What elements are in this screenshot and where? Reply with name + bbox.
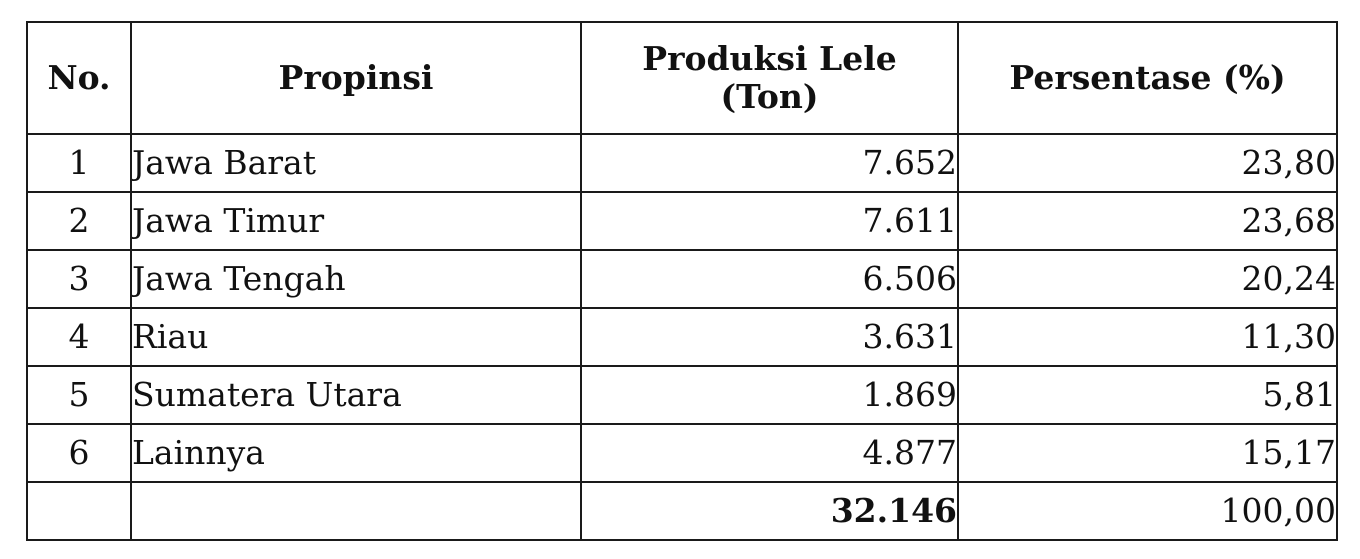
row-number: 5: [26, 365, 132, 425]
row-production: 1.869: [580, 365, 959, 425]
row-province: Jawa Tengah: [130, 249, 582, 309]
total-row: 32.146 100,00: [26, 481, 1338, 541]
total-percentage: 100,00: [957, 481, 1338, 541]
table-row: 6 Lainnya 4.877 15,17: [26, 423, 1338, 483]
table-row: 5 Sumatera Utara 1.869 5,81: [26, 365, 1338, 425]
row-production: 3.631: [580, 307, 959, 367]
row-production: 7.652: [580, 133, 959, 193]
row-province: Riau: [130, 307, 582, 367]
row-percentage: 5,81: [957, 365, 1338, 425]
row-province: Jawa Barat: [130, 133, 582, 193]
total-province: [130, 481, 582, 541]
table-row: 2 Jawa Timur 7.611 23,68: [26, 191, 1338, 251]
row-province: Lainnya: [130, 423, 582, 483]
header-province: Propinsi: [130, 21, 582, 135]
row-percentage: 15,17: [957, 423, 1338, 483]
header-row: No. Propinsi Produksi Lele (Ton) Persent…: [26, 21, 1338, 135]
row-province: Jawa Timur: [130, 191, 582, 251]
row-number: 3: [26, 249, 132, 309]
row-number: 6: [26, 423, 132, 483]
header-production-line2: (Ton): [720, 77, 819, 116]
row-percentage: 23,80: [957, 133, 1338, 193]
table-row: 4 Riau 3.631 11,30: [26, 307, 1338, 367]
row-percentage: 11,30: [957, 307, 1338, 367]
total-production: 32.146: [580, 481, 959, 541]
header-production-line1: Produksi Lele: [642, 39, 897, 79]
header-production: Produksi Lele (Ton): [580, 21, 959, 135]
row-number: 1: [26, 133, 132, 193]
header-percentage: Persentase (%): [957, 21, 1338, 135]
header-no: No.: [26, 21, 132, 135]
table-row: 3 Jawa Tengah 6.506 20,24: [26, 249, 1338, 309]
row-production: 4.877: [580, 423, 959, 483]
catfish-production-table: No. Propinsi Produksi Lele (Ton) Persent…: [26, 21, 1338, 541]
row-province: Sumatera Utara: [130, 365, 582, 425]
table-header: No. Propinsi Produksi Lele (Ton) Persent…: [26, 21, 1338, 135]
row-number: 2: [26, 191, 132, 251]
total-number: [26, 481, 132, 541]
table-row: 1 Jawa Barat 7.652 23,80: [26, 133, 1338, 193]
row-number: 4: [26, 307, 132, 367]
row-production: 6.506: [580, 249, 959, 309]
row-percentage: 20,24: [957, 249, 1338, 309]
row-percentage: 23,68: [957, 191, 1338, 251]
row-production: 7.611: [580, 191, 959, 251]
table-body: 1 Jawa Barat 7.652 23,80 2 Jawa Timur 7.…: [26, 133, 1338, 541]
